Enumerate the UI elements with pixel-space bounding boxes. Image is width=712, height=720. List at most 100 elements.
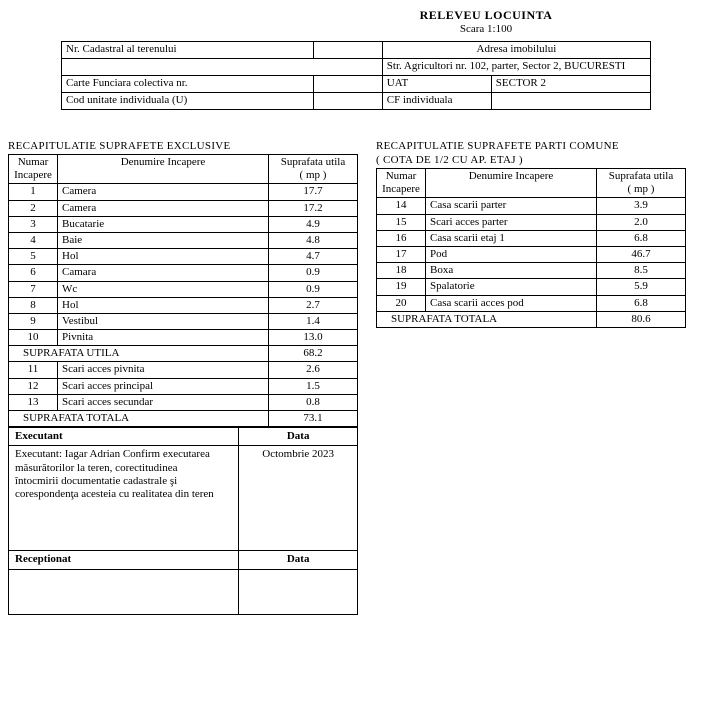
row-name: Scari acces parter [426,214,597,230]
row-value: 6.8 [597,295,686,311]
row-name: Casa scarii acces pod [426,295,597,311]
row-name: Scari acces pivnita [58,362,269,378]
row-name: Vestibul [58,313,269,329]
row-num: 2 [9,200,58,216]
row-name: Camera [58,184,269,200]
table-row: 13Scari acces secundar0.8 [9,394,358,410]
row-num: 7 [9,281,58,297]
row-num: 4 [9,232,58,248]
row-num: 8 [9,297,58,313]
cad-nr-value [313,42,382,59]
table-row: 3Bucatarie4.9 [9,216,358,232]
row-num: 19 [377,279,426,295]
col-suprafata: Suprafata utila ( mp ) [269,155,358,184]
doc-subtitle: Scara 1:100 [268,23,704,35]
table-row: 9Vestibul1.4 [9,313,358,329]
suprafata-utila-value: 68.2 [269,346,358,362]
row-num: 11 [9,362,58,378]
row-num: 15 [377,214,426,230]
row-value: 1.4 [269,313,358,329]
row-num: 20 [377,295,426,311]
suprafata-totala-label: SUPRAFATA TOTALA [9,411,269,427]
receptionat-cell [9,569,239,614]
row-num: 10 [9,330,58,346]
row-value: 3.9 [597,198,686,214]
row-value: 6.8 [597,230,686,246]
table-row: 16Casa scarii etaj 16.8 [377,230,686,246]
row-num: 3 [9,216,58,232]
exclusive-table: Numar Incapere Denumire Incapere Suprafa… [8,154,358,427]
suprafata-totala-value: 73.1 [269,411,358,427]
row-num: 13 [9,394,58,410]
row-num: 6 [9,265,58,281]
table-row: 7Wc0.9 [9,281,358,297]
table-row: 5Hol4.7 [9,249,358,265]
table-row: 18Boxa8.5 [377,263,686,279]
cad-nr-label: Nr. Cadastral al terenului [62,42,314,59]
row-name: Scari acces principal [58,378,269,394]
cod-u-label: Cod unitate individuala (U) [62,93,314,110]
row-value: 2.0 [597,214,686,230]
footer-table: Executant Data Executant: Iagar Adrian C… [8,427,358,614]
table-row: 6Camara0.9 [9,265,358,281]
cod-u-value [313,93,382,110]
doc-header: RELEVEU LOCUINTA Scara 1:100 [268,8,704,35]
row-value: 5.9 [597,279,686,295]
col-denumire-r: Denumire Incapere [426,169,597,198]
comune-total-value: 80.6 [597,311,686,327]
cf-ind-value [491,93,650,110]
receptionat-data-header: Data [239,551,358,569]
row-name: Bucatarie [58,216,269,232]
table-row: 2Camera17.2 [9,200,358,216]
exclusive-title: RECAPITULATIE SUPRAFETE EXCLUSIVE [8,140,358,152]
row-value: 17.2 [269,200,358,216]
table-row: 11Scari acces pivnita2.6 [9,362,358,378]
table-row: 19Spalatorie5.9 [377,279,686,295]
table-row: 14Casa scarii parter3.9 [377,198,686,214]
row-num: 18 [377,263,426,279]
data-header: Data [239,428,358,446]
row-value: 0.9 [269,265,358,281]
row-value: 13.0 [269,330,358,346]
cf-col-label: Carte Funciara colectiva nr. [62,76,314,93]
receptionat-date-cell [239,569,358,614]
row-value: 1.5 [269,378,358,394]
table-row: 1Camera17.7 [9,184,358,200]
row-name: Wc [58,281,269,297]
row-num: 14 [377,198,426,214]
row-name: Pod [426,246,597,262]
row-value: 17.7 [269,184,358,200]
table-row: 4Baie4.8 [9,232,358,248]
header-info-table: Nr. Cadastral al terenului Adresa imobil… [61,41,651,110]
row-name: Boxa [426,263,597,279]
row-value: 0.8 [269,394,358,410]
table-row: 8Hol2.7 [9,297,358,313]
executant-header: Executant [9,428,239,446]
address-value: Str. Agricultori nr. 102, parter, Sector… [382,59,650,76]
row-name: Camera [58,200,269,216]
comune-title-1: RECAPITULATIE SUPRAFETE PARTI COMUNE [376,140,686,152]
row-name: Hol [58,297,269,313]
row-value: 0.9 [269,281,358,297]
row-num: 9 [9,313,58,329]
row-num: 16 [377,230,426,246]
table-row: 17Pod46.7 [377,246,686,262]
executant-date: Octombrie 2023 [239,446,358,551]
row-value: 46.7 [597,246,686,262]
row-num: 1 [9,184,58,200]
row-name: Camara [58,265,269,281]
comune-total-label: SUPRAFATA TOTALA [377,311,597,327]
row-name: Baie [58,232,269,248]
table-row: 10Pivnita13.0 [9,330,358,346]
doc-title: RELEVEU LOCUINTA [268,8,704,23]
row-value: 4.7 [269,249,358,265]
table-row: 20Casa scarii acces pod6.8 [377,295,686,311]
executant-text: Executant: Iagar Adrian Confirm executar… [9,446,239,551]
row-value: 8.5 [597,263,686,279]
row-name: Casa scarii etaj 1 [426,230,597,246]
cf-col-value [313,76,382,93]
uat-label: UAT [382,76,491,93]
cf-ind-label: CF individuala [382,93,491,110]
col-denumire: Denumire Incapere [58,155,269,184]
comune-title-2: ( COTA DE 1/2 CU AP. ETAJ ) [376,154,686,166]
